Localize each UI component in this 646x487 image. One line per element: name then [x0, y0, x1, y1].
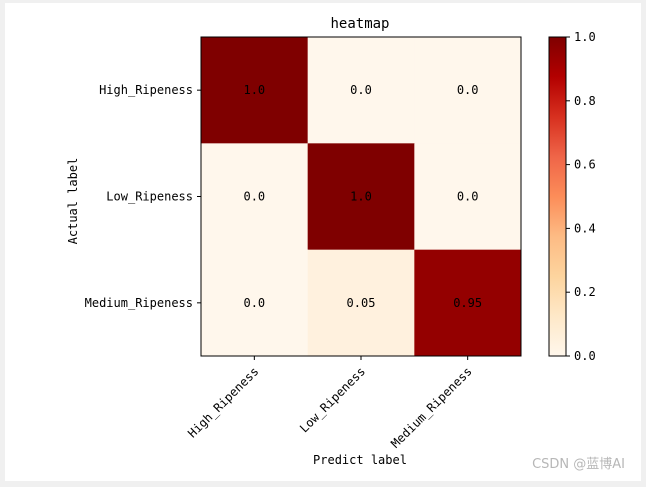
cell-value-label: 0.0 [243, 190, 265, 204]
heatmap-chart: heatmap High_Ripeness Low_Ripeness Medium_… [66, 16, 596, 467]
cell-value-label: 0.0 [457, 190, 479, 204]
y-tick-label: Medium_Ripeness [85, 296, 193, 310]
heatmap-cell [414, 143, 522, 251]
heatmap-cell [201, 143, 309, 251]
heatmap-cell [414, 37, 522, 144]
cell-value-label: 0.0 [457, 83, 479, 97]
watermark: CSDN @蓝博AI [532, 457, 625, 472]
cell-value-label: 1.0 [243, 83, 265, 97]
y-tick-label: High_Ripeness [99, 83, 193, 97]
colorbar-tick-label: 0.4 [574, 221, 596, 235]
y-tick-label: Low_Ripeness [106, 190, 193, 204]
figure: heatmap High_Ripeness Low_Ripeness Medium_… [5, 3, 641, 481]
colorbar-tick-label: 0.8 [574, 94, 596, 108]
heatmap-cell [307, 37, 415, 144]
cell-value-label: 1.0 [350, 190, 372, 204]
colorbar-tick-label: 0.6 [574, 158, 596, 172]
colorbar-tick-label: 0.2 [574, 285, 596, 299]
colorbar-tick-label: 1.0 [574, 30, 596, 44]
cell-value-label: 0.95 [453, 296, 482, 310]
heatmap-cell [307, 143, 415, 251]
colorbar-tick-label: 0.0 [574, 349, 596, 363]
colorbar [548, 36, 567, 357]
x-tick-label: Low_Ripeness [297, 364, 368, 435]
heatmap-cell [414, 249, 522, 357]
y-axis-label: Actual label [66, 158, 80, 245]
x-tick-label: High_Ripeness [185, 364, 261, 440]
heatmap-cell [307, 249, 415, 357]
cell-value-label: 0.0 [350, 83, 372, 97]
x-axis-label: Predict label [313, 453, 407, 467]
chart-title: heatmap [330, 16, 389, 32]
cell-value-label: 0.05 [347, 296, 376, 310]
x-tick-label: Medium_Ripeness [388, 364, 475, 451]
cell-value-label: 0.0 [243, 296, 265, 310]
heatmap-cell [201, 37, 309, 144]
heatmap-cell [201, 249, 309, 357]
